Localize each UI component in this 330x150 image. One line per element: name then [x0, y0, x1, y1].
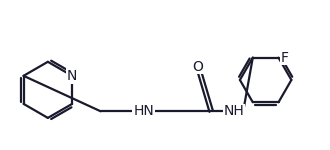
Text: HN: HN [133, 104, 154, 118]
Text: N: N [67, 69, 77, 83]
Text: O: O [193, 60, 203, 74]
Text: NH: NH [224, 104, 245, 118]
Text: F: F [280, 51, 288, 65]
